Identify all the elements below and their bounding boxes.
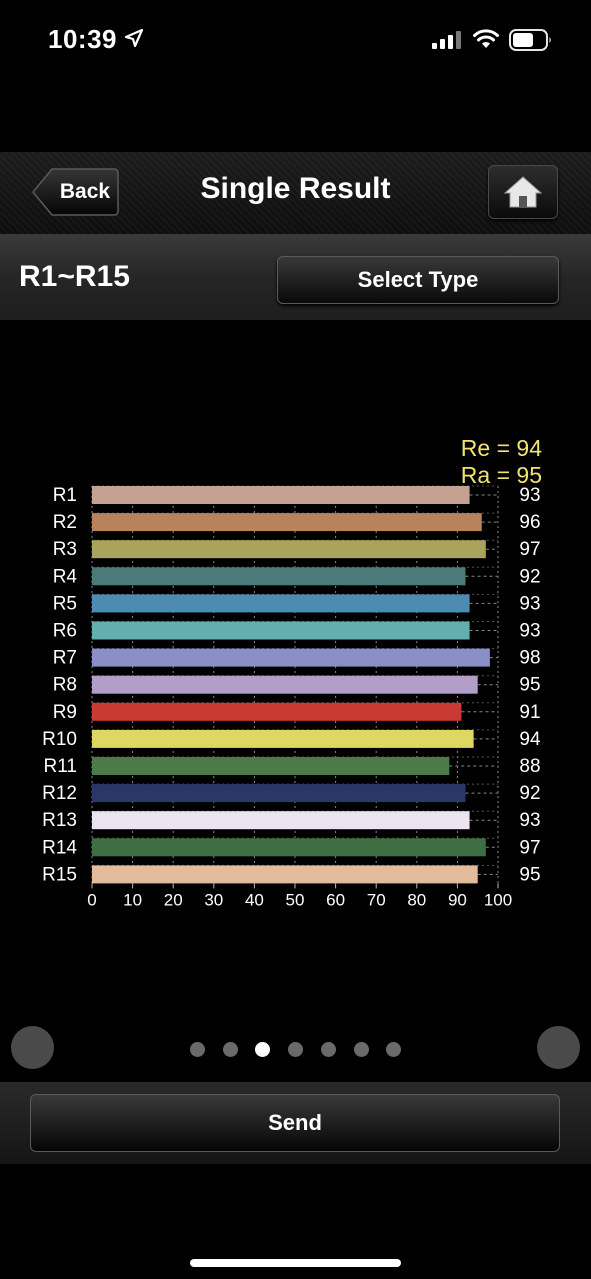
category-label: R7	[53, 648, 77, 669]
bar-r14	[92, 838, 486, 857]
x-tick-label: 50	[286, 890, 305, 909]
bar-r2	[92, 513, 482, 532]
page-dot[interactable]	[288, 1042, 304, 1057]
x-tick-label: 80	[407, 890, 426, 909]
navigation-bar: Back Single Result	[0, 152, 591, 234]
category-label: R4	[53, 566, 78, 587]
bar-r3	[92, 540, 486, 559]
value-label: 93	[519, 621, 540, 642]
home-button[interactable]	[488, 165, 558, 219]
x-tick-label: 10	[123, 890, 142, 909]
page-dot[interactable]	[386, 1042, 402, 1057]
page-dot[interactable]	[190, 1042, 205, 1057]
back-button-label: Back	[59, 180, 111, 203]
bar-r1	[92, 486, 470, 504]
previous-page-button[interactable]	[11, 1026, 54, 1069]
value-label: 92	[519, 566, 540, 587]
value-label: 95	[519, 864, 540, 885]
page-title: Single Result	[200, 172, 391, 205]
category-label: R1	[53, 485, 77, 506]
bar-r11	[92, 757, 450, 775]
category-label: R2	[53, 512, 77, 533]
bar-r7	[92, 648, 490, 667]
send-button[interactable]: Send	[30, 1094, 560, 1152]
category-label: R3	[53, 539, 77, 560]
x-tick-label: 60	[326, 890, 345, 909]
bar-r5	[92, 594, 470, 613]
x-tick-label: 100	[484, 890, 512, 909]
back-button[interactable]: Back	[32, 167, 120, 217]
x-tick-label: 30	[204, 890, 223, 909]
value-label: 96	[519, 512, 540, 533]
bar-r6	[92, 621, 470, 640]
battery-icon	[509, 29, 551, 51]
status-time: 10:39	[48, 24, 117, 54]
home-icon	[503, 176, 543, 208]
category-label: R8	[53, 675, 77, 696]
category-label: R13	[42, 810, 77, 831]
category-label: R6	[53, 621, 77, 642]
x-tick-label: 20	[164, 890, 183, 909]
status-bar: 10:39	[0, 0, 591, 80]
x-tick-label: 70	[367, 890, 386, 909]
category-label: R9	[53, 702, 77, 723]
value-label: 92	[519, 783, 540, 804]
bar-r9	[92, 702, 462, 721]
back-button-shape	[32, 168, 119, 216]
x-tick-label: 40	[245, 890, 264, 909]
home-indicator	[190, 1259, 401, 1267]
bar-r10	[92, 729, 474, 748]
category-label: R12	[42, 783, 77, 804]
value-label: 97	[519, 837, 540, 858]
ra-value-label: Ra = 95	[461, 462, 542, 488]
category-label: R14	[42, 837, 77, 858]
category-label: R11	[44, 756, 77, 777]
wifi-icon	[473, 29, 499, 48]
next-page-button[interactable]	[537, 1026, 580, 1069]
cellular-signal-icon	[432, 31, 461, 49]
value-label: 95	[519, 675, 540, 696]
section-title: R1~R15	[19, 260, 130, 293]
value-label: 94	[519, 729, 541, 750]
bar-r4	[92, 567, 466, 586]
value-label: 98	[519, 648, 540, 669]
page-dot[interactable]	[353, 1042, 369, 1057]
x-tick-label: 90	[448, 890, 467, 909]
bar-r15	[92, 865, 478, 884]
value-label: 97	[519, 539, 540, 560]
send-bar: Send	[0, 1082, 591, 1164]
page-dot-active[interactable]	[255, 1042, 271, 1057]
bar-r12	[92, 784, 466, 803]
value-label: 93	[519, 810, 540, 831]
page-dot[interactable]	[222, 1042, 238, 1057]
re-value-label: Re = 94	[461, 435, 542, 461]
category-label: R5	[53, 593, 77, 614]
category-label: R10	[42, 729, 77, 750]
value-label: 93	[519, 593, 540, 614]
x-tick-label: 0	[87, 890, 96, 909]
location-arrow-icon	[124, 28, 144, 48]
select-type-button[interactable]: Select Type	[277, 256, 559, 304]
page-dot[interactable]	[320, 1042, 336, 1057]
value-label: 88	[519, 756, 540, 777]
sub-header: R1~R15 Select Type	[0, 234, 591, 320]
value-label: 93	[519, 485, 540, 506]
bar-r13	[92, 811, 470, 830]
category-label: R15	[42, 864, 77, 885]
bar-r8	[92, 675, 478, 694]
value-label: 91	[519, 702, 540, 723]
